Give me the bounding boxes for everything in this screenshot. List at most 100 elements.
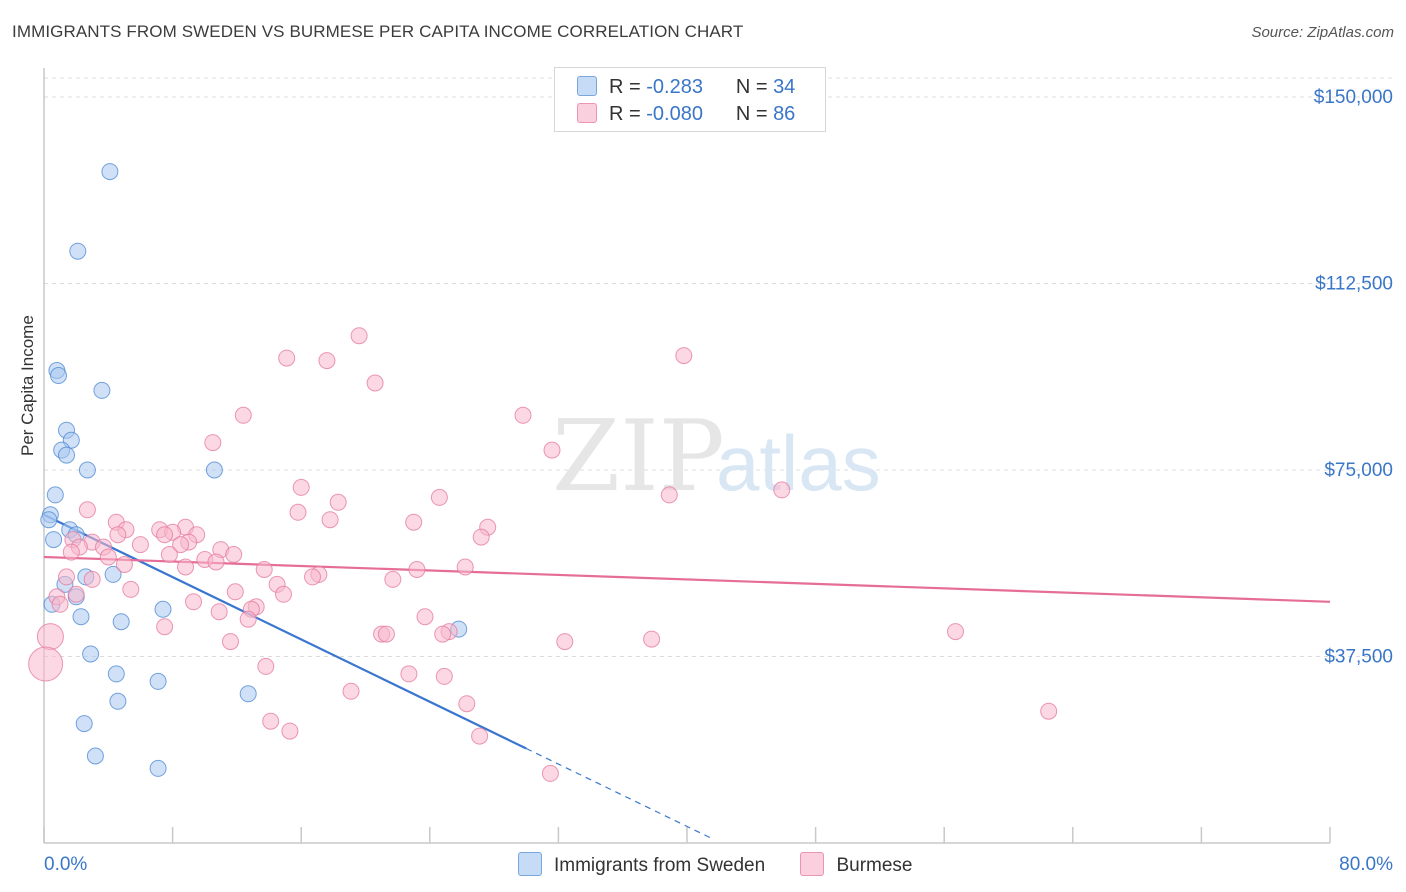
- legend-label-burmese: Burmese: [836, 855, 913, 876]
- legend-row-burmese: R = -0.080 N = 86: [577, 103, 795, 127]
- burmese-swatch: [800, 852, 825, 876]
- legend-r-value: -0.283: [646, 76, 703, 98]
- burmese-point: [434, 625, 452, 643]
- burmese-point: [62, 543, 80, 561]
- burmese-point: [292, 478, 310, 496]
- legend-row-sweden: R = -0.283 N = 34: [577, 76, 795, 100]
- sweden-point: [104, 565, 122, 583]
- burmese-point: [281, 722, 299, 740]
- legend-n-value: 34: [773, 76, 796, 98]
- burmese-point: [257, 657, 275, 675]
- legend-label-sweden: Immigrants from Sweden: [554, 855, 766, 876]
- sweden-point: [112, 613, 130, 631]
- burmese-point: [541, 764, 559, 782]
- sweden-points: [40, 163, 468, 777]
- burmese-point: [156, 526, 174, 544]
- burmese-point: [435, 667, 453, 685]
- chart-title: IMMIGRANTS FROM SWEDEN VS BURMESE PER CA…: [12, 22, 744, 41]
- burmese-point: [255, 561, 273, 578]
- burmese-point: [99, 548, 117, 566]
- sweden-point: [58, 446, 75, 464]
- tick-labels: $37,500 $75,000 $112,500 $150,000 0.0% 80.0%: [44, 87, 1393, 875]
- burmese-point: [556, 633, 574, 651]
- burmese-point: [321, 511, 339, 529]
- burmese-point: [225, 546, 243, 563]
- sweden-point: [82, 645, 100, 663]
- sweden-point: [101, 163, 119, 181]
- burmese-point: [131, 536, 149, 554]
- trend-lines: [43, 513, 1331, 839]
- burmese-point: [350, 327, 368, 345]
- watermark: ZIP atlas: [552, 400, 881, 514]
- sweden-point: [107, 665, 125, 683]
- source-label: Source: ZipAtlas.com: [1251, 24, 1394, 41]
- sweden-point: [75, 715, 93, 733]
- burmese-point: [416, 608, 434, 626]
- burmese-point: [210, 603, 228, 621]
- legend-r-label: R =: [609, 76, 641, 98]
- sweden-point: [239, 685, 257, 703]
- burmese-point: [643, 630, 661, 648]
- burmese-point: [458, 695, 476, 713]
- y-tick-label: $112,500: [1315, 274, 1393, 295]
- burmese-point: [947, 623, 964, 641]
- sweden-point: [69, 242, 87, 260]
- burmese-point: [36, 623, 64, 651]
- sweden-point: [50, 367, 67, 384]
- y-tick-label: $37,500: [1324, 647, 1393, 668]
- sweden-trend-extension: [525, 747, 712, 839]
- sweden-point: [86, 747, 104, 765]
- burmese-point: [160, 546, 178, 563]
- burmese-point: [262, 712, 280, 730]
- burmese-point: [58, 568, 75, 586]
- legend-r-value: -0.080: [646, 103, 703, 125]
- sweden-trend-line: [43, 513, 527, 750]
- sweden-point: [149, 672, 167, 690]
- burmese-point: [405, 513, 423, 531]
- burmese-point: [675, 347, 693, 365]
- burmese-point: [122, 580, 140, 598]
- burmese-point: [318, 352, 336, 370]
- grid-lines: [44, 77, 1395, 657]
- y-axis-label: Per Capita Income: [18, 315, 37, 456]
- y-tick-label: $75,000: [1324, 460, 1393, 481]
- burmese-point: [773, 481, 791, 499]
- burmese-point: [239, 610, 257, 628]
- sweden-point: [93, 381, 111, 399]
- burmese-point: [1040, 702, 1058, 720]
- burmese-point: [207, 553, 225, 571]
- burmese-point: [384, 570, 402, 588]
- burmese-point: [83, 570, 101, 588]
- burmese-point: [28, 646, 64, 682]
- sweden-point: [149, 759, 167, 777]
- sweden-point: [72, 608, 90, 626]
- burmese-point: [109, 526, 127, 544]
- watermark-zip: ZIP: [552, 400, 725, 514]
- legend-n-value: 86: [773, 103, 796, 125]
- burmese-point: [204, 434, 222, 452]
- burmese-point: [222, 633, 239, 651]
- sweden-point: [45, 531, 63, 549]
- burmese-point: [660, 486, 678, 504]
- legend-n-label: N =: [735, 103, 768, 125]
- sweden-point: [154, 600, 172, 618]
- burmese-point: [543, 441, 561, 459]
- burmese-point: [514, 406, 532, 424]
- legend-n-label: N =: [735, 76, 768, 98]
- burmese-point: [304, 568, 321, 586]
- burmese-point: [430, 488, 448, 506]
- x-tick-label-end: 80.0%: [1339, 854, 1393, 875]
- burmese-point: [329, 493, 347, 511]
- burmese-swatch: [577, 103, 597, 123]
- burmese-point: [289, 503, 307, 521]
- sweden-swatch: [577, 76, 597, 96]
- stats-legend: R = -0.283 N = 34 R = -0.080 N = 86: [554, 67, 826, 132]
- legend-r-label: R =: [609, 103, 641, 125]
- burmese-point: [78, 501, 96, 519]
- burmese-point: [156, 618, 174, 636]
- sweden-point: [78, 461, 96, 479]
- burmese-point: [234, 406, 252, 424]
- burmese-points: [28, 327, 1058, 782]
- x-tick-label-start: 0.0%: [44, 854, 87, 875]
